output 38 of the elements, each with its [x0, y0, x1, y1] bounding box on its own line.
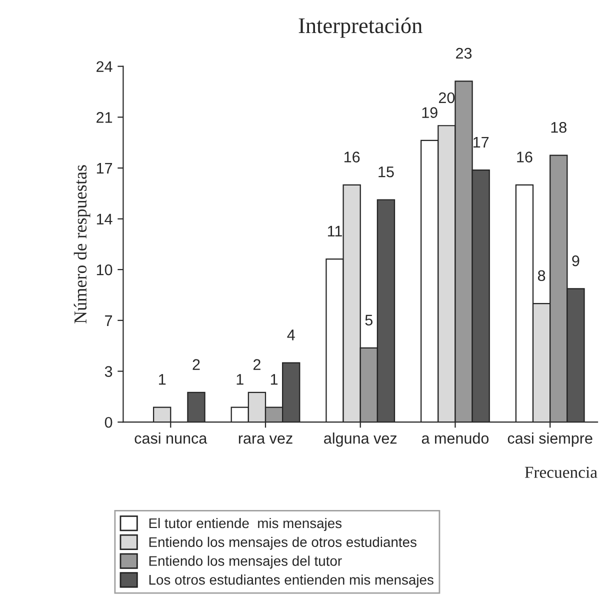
y-tick-label: 7 — [105, 315, 112, 326]
data-label: 16 — [517, 152, 532, 162]
legend-label: Los otros estudiantes entienden mis mensajes — [149, 574, 434, 588]
data-label: 1 — [270, 374, 278, 385]
x-tick-label: casi nunca — [134, 432, 208, 444]
data-label: 2 — [192, 359, 200, 370]
data-label: 2 — [253, 359, 260, 370]
y-axis-title: Número de respuestas — [74, 165, 90, 324]
chart-title: Interpretación — [298, 18, 422, 38]
data-label: 1 — [236, 374, 244, 385]
y-tick-label: 0 — [104, 416, 112, 428]
x-tick-label: a menudo — [422, 432, 489, 444]
y-tick-label: 3 — [104, 366, 112, 377]
x-tick-label: casi siempre — [508, 432, 592, 447]
y-tick-label: 14 — [96, 214, 112, 224]
data-label: 4 — [287, 330, 295, 340]
data-label: 1 — [159, 374, 166, 385]
data-label: 17 — [474, 136, 489, 148]
data-label: 19 — [422, 107, 438, 118]
y-tick-label: 10 — [96, 264, 112, 276]
data-label: 9 — [572, 255, 580, 266]
y-tick-label: 17 — [96, 163, 112, 174]
y-tick-label: 21 — [96, 112, 112, 123]
data-label: 11 — [328, 226, 342, 236]
data-label: 15 — [378, 166, 394, 178]
x-tick-label: alguna vez — [324, 432, 397, 447]
y-tick-label: 24 — [96, 61, 112, 72]
legend-label: El tutor entiende mis mensajes — [149, 518, 342, 531]
data-label: 20 — [438, 92, 455, 104]
x-axis-title: Frecuencia — [524, 466, 598, 478]
data-label: 5 — [365, 314, 373, 326]
data-label: 8 — [538, 270, 546, 282]
data-label: 23 — [456, 48, 472, 59]
data-label: 18 — [551, 122, 566, 133]
x-tick-label: rara vez — [238, 435, 292, 444]
legend-label: Entiendo los mensajes del tutor — [149, 556, 342, 569]
legend-label: Entiendo los mensajes de otros estudiantes — [149, 536, 416, 550]
data-label: 16 — [344, 152, 360, 162]
